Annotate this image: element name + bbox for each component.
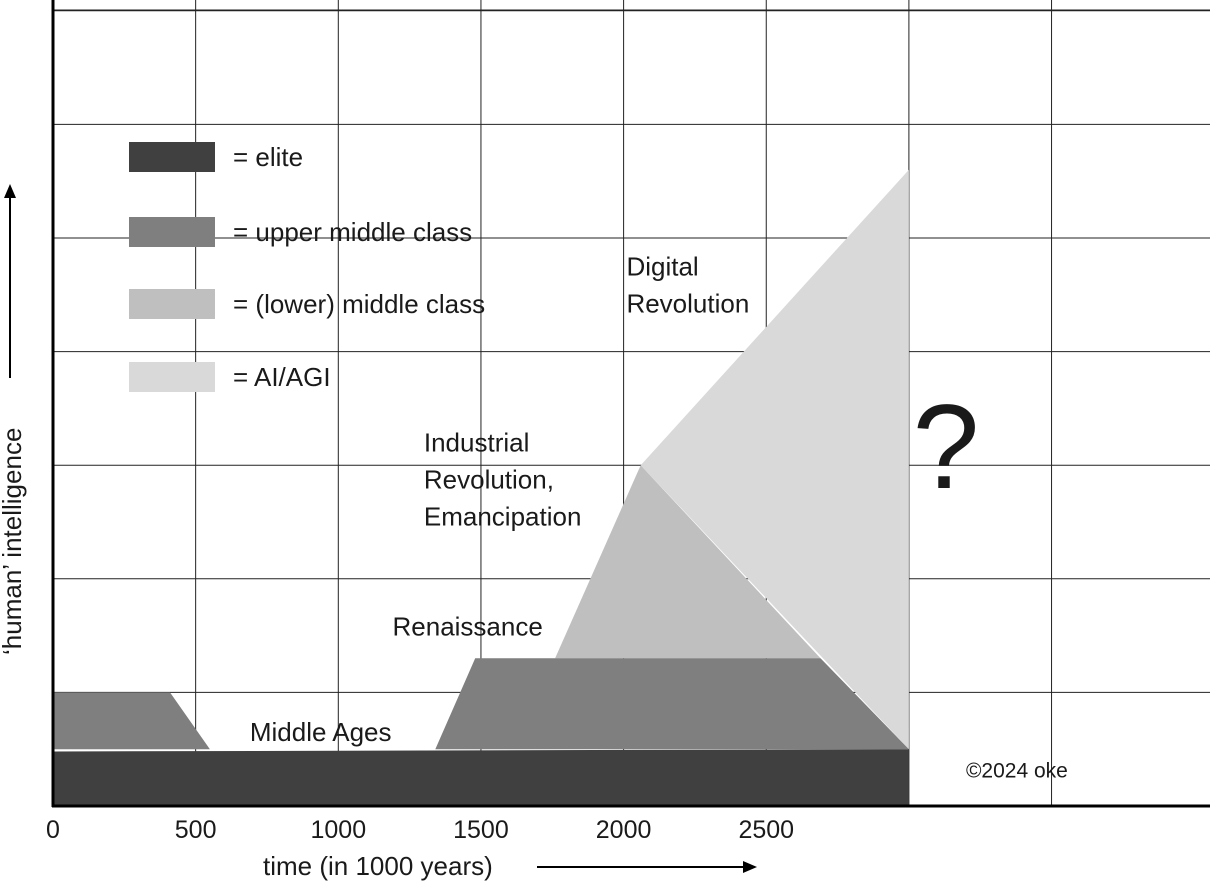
axis-titles: time (in 1000 years) ‘human’ intelligence [0, 184, 757, 881]
annotation-digital: Digital [626, 251, 698, 281]
area-ai-agi [640, 169, 909, 750]
annotation-industrial: Revolution, [424, 465, 554, 495]
legend-label-elite: = elite [233, 142, 303, 172]
legend-label-lower-middle-class: = (lower) middle class [233, 289, 485, 319]
legend-swatch-lower-middle-class [129, 289, 215, 319]
annotation-industrial: Emancipation [424, 502, 582, 532]
axes [51, 0, 1210, 808]
annotation-middle_ages: Middle Ages [250, 717, 392, 747]
legend-swatch-elite [129, 142, 215, 172]
x-axis-title: time (in 1000 years) [263, 851, 493, 881]
x-tick-label: 2000 [596, 816, 652, 844]
legend-label-ai-agi: = AI/AGI [233, 362, 331, 392]
x-tick-label: 2500 [738, 816, 794, 844]
legend: = elite = upper middle class = (lower) mid… [129, 142, 485, 392]
x-tick-label: 0 [46, 816, 60, 844]
y-axis-title: ‘human’ intelligence [0, 428, 27, 655]
annotations: Middle Ages Renaissance Industrial Revoluti… [250, 251, 1068, 782]
areas [53, 169, 909, 806]
annotation-question: ? [913, 380, 980, 514]
legend-label-upper-middle-class: = upper middle class [233, 217, 472, 247]
annotation-copyright: ©2024 oke [966, 760, 1068, 783]
y-axis-arrow-head [4, 184, 16, 198]
area-lower-middle-class [555, 465, 821, 659]
x-tick-labels: 0 500 1000 1500 2000 2500 [46, 816, 794, 844]
legend-swatch-ai-agi [129, 362, 215, 392]
annotation-industrial: Industrial [424, 428, 530, 458]
area-upper-middle-class [53, 658, 909, 750]
x-tick-label: 500 [175, 816, 217, 844]
area-elite [53, 749, 909, 806]
x-tick-label: 1000 [310, 816, 366, 844]
annotation-renaissance: Renaissance [393, 612, 543, 642]
x-axis-arrow-head [743, 861, 757, 873]
legend-swatch-upper-middle-class [129, 217, 215, 247]
annotation-digital: Revolution [626, 288, 749, 318]
x-tick-label: 1500 [453, 816, 509, 844]
